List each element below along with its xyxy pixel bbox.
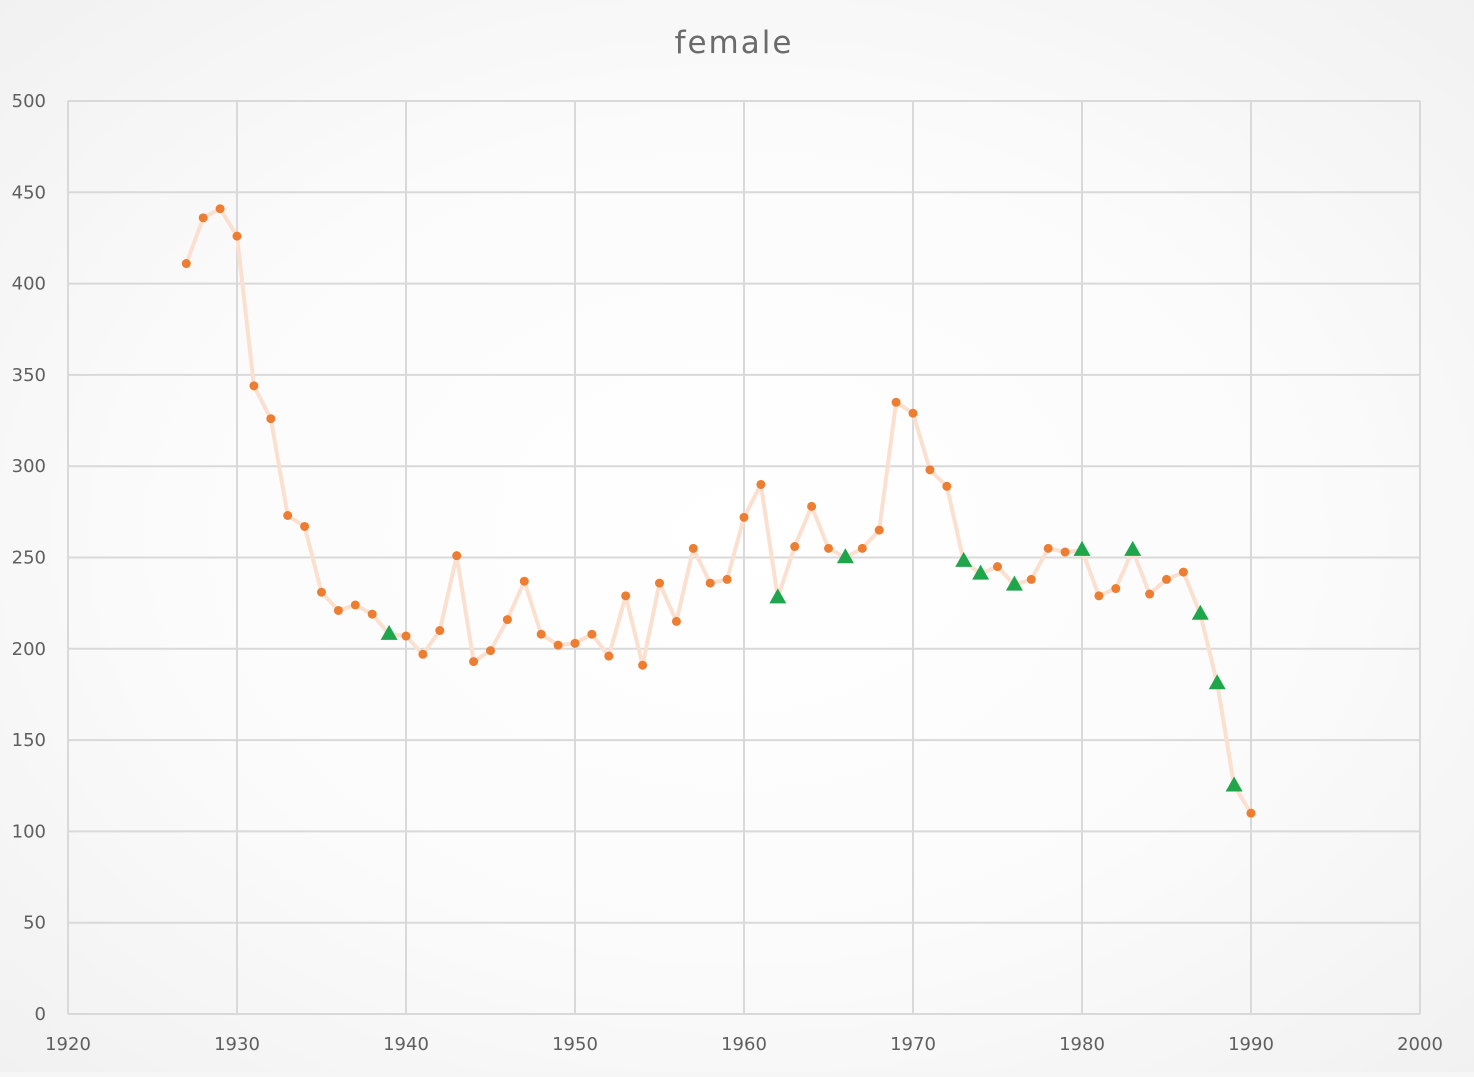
- chart-title: female: [675, 25, 794, 61]
- circle-marker: [621, 591, 631, 601]
- circle-marker: [993, 562, 1002, 572]
- triangle-marker: [836, 548, 854, 564]
- circle-marker: [671, 616, 681, 626]
- circle-marker: [1162, 574, 1171, 584]
- y-tick-label: 100: [12, 821, 46, 842]
- x-tick-label: 1980: [1059, 1034, 1105, 1055]
- x-tick-label: 1930: [214, 1034, 260, 1055]
- circle-marker: [283, 511, 293, 521]
- triangle-marker: [955, 551, 973, 567]
- x-tick-label: 1960: [721, 1034, 767, 1055]
- y-tick-label: 150: [12, 730, 46, 751]
- y-tick-label: 350: [12, 365, 46, 386]
- y-tick-label: 400: [12, 274, 46, 295]
- circle-marker: [198, 213, 208, 223]
- circle-marker: [638, 660, 648, 670]
- circle-marker: [655, 578, 664, 588]
- circle-marker: [232, 231, 242, 241]
- circle-marker: [688, 543, 698, 553]
- circle-marker: [857, 543, 867, 553]
- circle-marker: [486, 646, 495, 656]
- circle-marker: [249, 381, 259, 391]
- circle-marker: [587, 629, 597, 639]
- circle-marker: [891, 397, 901, 407]
- y-tick-label: 500: [12, 91, 46, 112]
- circle-marker: [824, 543, 833, 553]
- circle-marker: [1145, 589, 1155, 599]
- triangle-marker: [1124, 540, 1142, 556]
- circle-marker: [181, 259, 191, 269]
- series-line-path: [184, 206, 1253, 816]
- circle-marker: [739, 512, 749, 522]
- circle-marker: [722, 574, 732, 584]
- circle-marker: [266, 414, 276, 424]
- circle-marker: [790, 542, 800, 552]
- x-tick-label: 1990: [1228, 1034, 1274, 1055]
- series-line: [184, 206, 1253, 816]
- triangle-marker: [1005, 575, 1023, 591]
- circle-marker: [469, 657, 479, 667]
- axis-tick-labels: 1920 1930 1940 1950 1960 1970 1980 1990 2000 0 50 1…: [12, 91, 1443, 1055]
- triangle-marker: [1225, 776, 1243, 792]
- triangle-marker: [972, 564, 990, 580]
- y-tick-label: 250: [12, 548, 46, 569]
- grid: [67, 100, 1421, 1015]
- triangle-marker: [380, 624, 398, 640]
- circle-marker: [705, 578, 715, 588]
- y-tick-label: 0: [35, 1004, 46, 1025]
- circle-marker: [1060, 547, 1070, 557]
- x-tick-label: 1950: [552, 1034, 598, 1055]
- circle-marker: [536, 629, 546, 639]
- circle-marker: [300, 521, 310, 531]
- y-tick-label: 300: [12, 456, 46, 477]
- triangle-marker: [1208, 674, 1226, 690]
- data-markers: [181, 204, 1256, 818]
- y-tick-label: 200: [12, 639, 46, 660]
- circle-marker: [519, 576, 529, 586]
- circle-marker: [1094, 591, 1104, 601]
- circle-marker: [942, 481, 952, 491]
- circle-marker: [1043, 543, 1053, 553]
- circle-marker: [333, 605, 343, 615]
- circle-marker: [1178, 567, 1188, 577]
- circle-marker: [435, 626, 445, 636]
- circle-marker: [452, 551, 462, 561]
- x-tick-label: 1940: [383, 1034, 429, 1055]
- triangle-marker: [1073, 540, 1091, 556]
- y-tick-label: 450: [12, 182, 46, 203]
- x-tick-label: 1970: [890, 1034, 936, 1055]
- circle-marker: [807, 501, 817, 511]
- circle-marker: [604, 651, 614, 661]
- circle-marker: [418, 649, 428, 659]
- circle-marker: [874, 525, 884, 535]
- circle-marker: [570, 638, 580, 648]
- circle-marker: [367, 609, 377, 619]
- circle-marker: [215, 204, 225, 214]
- triangle-marker: [1191, 604, 1209, 620]
- circle-marker: [553, 640, 563, 650]
- triangle-marker: [769, 588, 787, 604]
- circle-marker: [350, 600, 360, 610]
- circle-marker: [317, 587, 326, 597]
- y-tick-label: 50: [23, 913, 46, 934]
- circle-marker: [1246, 808, 1256, 818]
- circle-marker: [908, 408, 918, 418]
- circle-marker: [1026, 574, 1036, 584]
- circle-marker: [756, 479, 766, 489]
- circle-marker: [401, 631, 411, 641]
- x-tick-label: 2000: [1397, 1034, 1443, 1055]
- circle-marker: [1111, 584, 1121, 594]
- x-tick-label: 1920: [45, 1034, 91, 1055]
- circle-marker: [502, 615, 512, 625]
- circle-marker: [925, 465, 935, 475]
